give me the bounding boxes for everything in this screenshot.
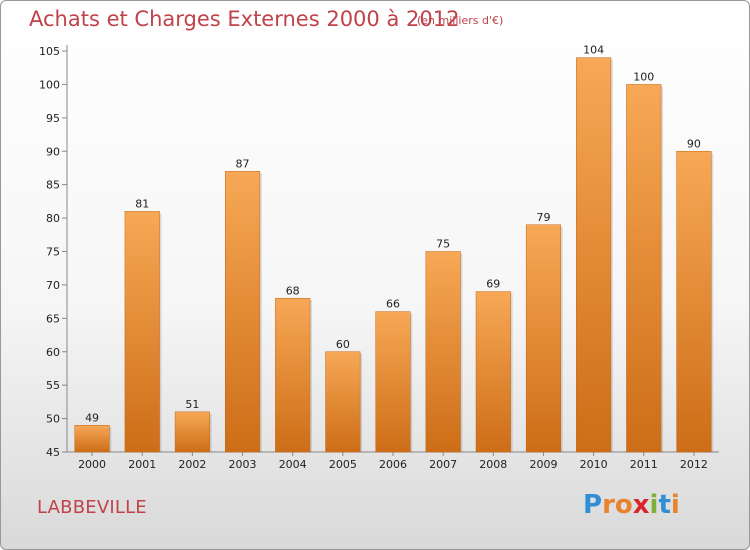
bar bbox=[676, 151, 712, 453]
logo-letter: i bbox=[670, 490, 680, 520]
bar-value-label: 51 bbox=[185, 398, 199, 411]
x-tick-label: 2009 bbox=[529, 458, 557, 471]
x-tick-label: 2002 bbox=[178, 458, 206, 471]
logo-letter: x bbox=[632, 490, 650, 520]
bar bbox=[576, 57, 612, 453]
bar bbox=[425, 251, 461, 453]
bar bbox=[174, 411, 210, 453]
x-tick-label: 2007 bbox=[429, 458, 457, 471]
bar bbox=[275, 298, 311, 453]
x-tick-label: 2008 bbox=[479, 458, 507, 471]
x-tick-label: 2003 bbox=[229, 458, 257, 471]
y-tick-label: 80 bbox=[46, 212, 60, 225]
y-tick-label: 105 bbox=[39, 45, 60, 58]
bar bbox=[375, 311, 411, 453]
bar bbox=[124, 211, 160, 453]
y-tick-label: 55 bbox=[46, 379, 60, 392]
x-tick-label: 2006 bbox=[379, 458, 407, 471]
bar bbox=[325, 351, 361, 453]
y-tick-label: 100 bbox=[39, 78, 60, 91]
y-tick-label: 60 bbox=[46, 346, 60, 359]
y-tick-label: 45 bbox=[46, 446, 60, 459]
y-tick-label: 85 bbox=[46, 179, 60, 192]
bar bbox=[475, 291, 511, 453]
bar-value-label: 69 bbox=[486, 278, 500, 291]
logo-letter: r bbox=[602, 490, 615, 520]
bar-value-label: 100 bbox=[633, 70, 654, 83]
bar-value-label: 68 bbox=[286, 284, 300, 297]
y-tick-label: 95 bbox=[46, 112, 60, 125]
bar-value-label: 49 bbox=[85, 411, 99, 424]
bar-value-label: 87 bbox=[236, 157, 250, 170]
y-tick-label: 50 bbox=[46, 413, 60, 426]
bar-value-label: 79 bbox=[536, 211, 550, 224]
bar bbox=[74, 425, 110, 453]
bar bbox=[525, 224, 562, 453]
bar-value-label: 81 bbox=[135, 197, 149, 210]
chart-title: Achats et Charges Externes 2000 à 2012 bbox=[29, 7, 460, 31]
logo-letter: o bbox=[614, 490, 633, 520]
y-tick-label: 70 bbox=[46, 279, 60, 292]
y-tick-label: 75 bbox=[46, 246, 60, 259]
bar-value-label: 90 bbox=[687, 137, 701, 150]
proxiti-logo[interactable]: Proxiti bbox=[583, 490, 680, 520]
x-tick-label: 2005 bbox=[329, 458, 357, 471]
x-tick-label: 2000 bbox=[78, 458, 106, 471]
logo-letter: P bbox=[583, 490, 603, 520]
x-tick-label: 2010 bbox=[580, 458, 608, 471]
bar-value-label: 104 bbox=[583, 44, 604, 57]
logo-letter: t bbox=[658, 490, 671, 520]
chart-subtitle: (en milliers d'€) bbox=[417, 14, 504, 27]
x-tick-label: 2004 bbox=[279, 458, 307, 471]
bar-value-label: 75 bbox=[436, 238, 450, 251]
x-tick-label: 2001 bbox=[128, 458, 156, 471]
x-tick-label: 2011 bbox=[630, 458, 658, 471]
y-tick-label: 65 bbox=[46, 312, 60, 325]
bar-value-label: 60 bbox=[336, 338, 350, 351]
bar bbox=[224, 171, 261, 453]
logo-letter: i bbox=[649, 490, 659, 520]
bar-value-label: 66 bbox=[386, 298, 400, 311]
bar bbox=[626, 84, 662, 453]
commune-name: LABBEVILLE bbox=[37, 497, 147, 518]
x-tick-label: 2012 bbox=[680, 458, 708, 471]
y-tick-label: 90 bbox=[46, 145, 60, 158]
